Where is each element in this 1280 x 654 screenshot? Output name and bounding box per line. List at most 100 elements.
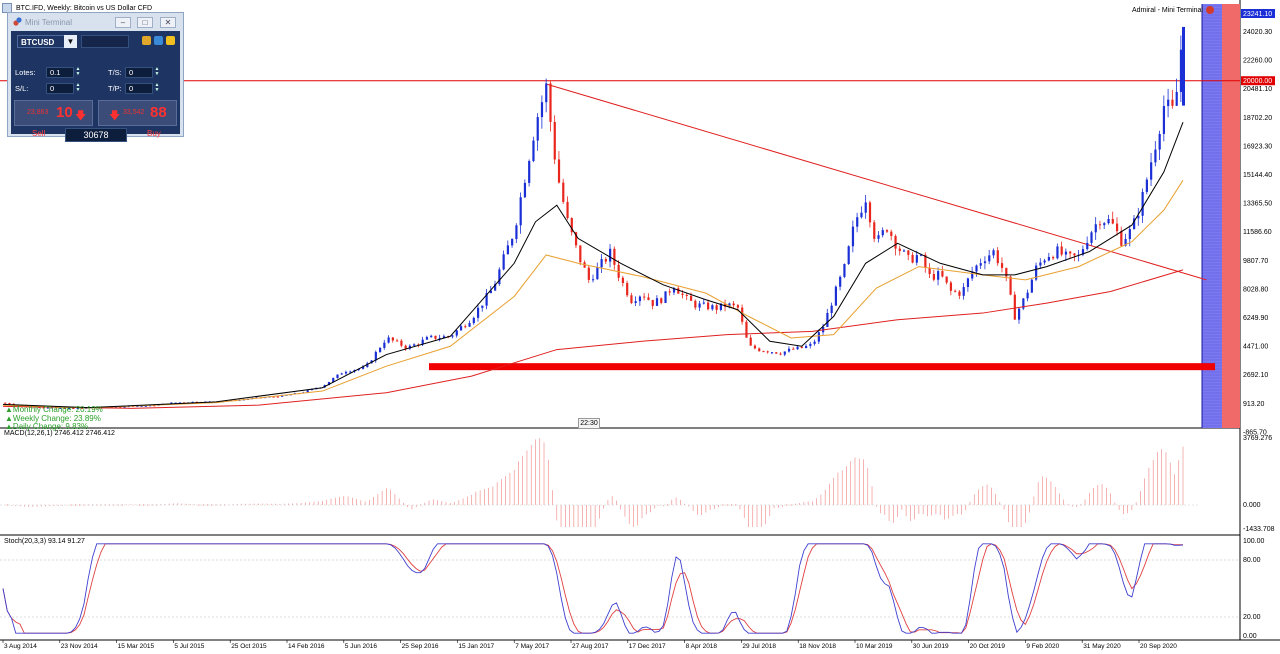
- candle-body: [826, 312, 829, 327]
- sell-price-button[interactable]: 23,863 10 🡇: [14, 100, 93, 126]
- support-zone: [428, 363, 1215, 371]
- future-band-red: [1222, 4, 1240, 428]
- candle-body: [85, 407, 88, 409]
- candle-body: [63, 407, 66, 409]
- candle-body: [327, 381, 331, 386]
- ts-input[interactable]: 0: [125, 67, 153, 78]
- candle-body: [843, 264, 846, 277]
- minimize-button[interactable]: –: [115, 17, 131, 28]
- macd-bar: [202, 504, 204, 506]
- sell-button[interactable]: Sell: [32, 129, 46, 138]
- macd-axis-label: 0.000: [1243, 502, 1261, 509]
- candle-body: [1179, 49, 1183, 92]
- price-axis-label: 16923.30: [1243, 143, 1272, 150]
- candle-body: [881, 230, 884, 236]
- candle-body: [792, 348, 795, 350]
- buy-price-button[interactable]: 🡇 33,542 88: [98, 100, 177, 126]
- tp-label: T/P:: [108, 84, 122, 93]
- candle-body: [549, 83, 552, 122]
- candle-body: [770, 352, 774, 354]
- chevron-down-icon[interactable]: ▼: [64, 35, 77, 48]
- gear-icon[interactable]: [154, 36, 163, 45]
- candle-body: [1030, 279, 1033, 293]
- lock-icon[interactable]: [142, 36, 151, 45]
- candle-body: [1107, 219, 1110, 224]
- close-button[interactable]: ✕: [160, 17, 176, 28]
- tp-stepper[interactable]: ▲ ▼: [154, 82, 160, 93]
- candle-body: [668, 291, 671, 293]
- candle-body: [336, 374, 339, 379]
- sma-black-line: [2, 122, 1184, 409]
- ts-stepper[interactable]: ▲ ▼: [154, 66, 160, 77]
- date-axis-label: 20 Oct 2019: [970, 643, 1006, 650]
- candle-body: [344, 371, 348, 374]
- plus-icon[interactable]: [166, 36, 175, 45]
- mini-terminal-titlebar[interactable]: Mini Terminal – □ ✕: [8, 13, 183, 31]
- sl-input[interactable]: 0: [46, 83, 74, 94]
- candle-body: [1124, 239, 1127, 246]
- macd-bar: [6, 504, 8, 506]
- candle-body: [46, 407, 49, 409]
- date-axis-label: 25 Oct 2015: [231, 643, 267, 650]
- symbol-select[interactable]: BTCUSD: [17, 35, 77, 48]
- candle-body: [1035, 265, 1038, 280]
- candle-body: [971, 271, 974, 279]
- candle-body: [809, 343, 812, 346]
- candle-body: [766, 351, 769, 353]
- ea-status-icon: [1206, 6, 1214, 14]
- candle-body: [481, 305, 484, 308]
- candle-body: [519, 197, 522, 226]
- date-axis-label: 5 Jun 2016: [345, 643, 378, 650]
- candle-body: [523, 182, 527, 198]
- stoch-label: Stoch(20,3,3) 93.14 91.27: [4, 538, 85, 545]
- time-tag: 22:30: [578, 418, 600, 429]
- macd-axis-label: -1433.708: [1243, 526, 1275, 533]
- sl-stepper[interactable]: ▲ ▼: [75, 82, 81, 93]
- candle-body: [144, 405, 147, 407]
- candle-body: [694, 300, 697, 308]
- candle-body: [724, 303, 727, 307]
- date-axis-label: 9 Feb 2020: [1026, 643, 1059, 650]
- tp-input[interactable]: 0: [125, 83, 153, 94]
- buy-button[interactable]: Buy: [147, 129, 161, 138]
- candle-body: [860, 212, 863, 218]
- candle-body: [890, 231, 893, 236]
- maximize-button[interactable]: □: [137, 17, 153, 28]
- candle-body: [1009, 276, 1012, 295]
- candle-body: [677, 288, 680, 294]
- candle-body: [915, 255, 918, 263]
- macd-bar: [211, 504, 213, 506]
- candle-body: [459, 326, 463, 331]
- candle-body: [817, 332, 820, 342]
- lots-label: Lotes:: [15, 68, 36, 77]
- macd-bar: [730, 504, 732, 506]
- line-price-tag: [1241, 76, 1275, 86]
- buy-price-big: 88: [150, 104, 167, 121]
- candle-body: [664, 291, 667, 303]
- volume-field[interactable]: 30678: [65, 128, 127, 142]
- mini-terminal[interactable]: Mini Terminal – □ ✕ BTCUSD ▼ Lotes: 0.1 …: [7, 12, 184, 142]
- candle-body: [1175, 91, 1178, 106]
- ea-name: Admiral - Mini Terminal: [1131, 6, 1203, 14]
- macd-bar: [722, 504, 724, 506]
- candle-body: [349, 371, 352, 373]
- candle-body: [485, 293, 488, 306]
- arrow-down-icon: 🡇: [109, 110, 121, 122]
- candle-body: [1103, 223, 1106, 226]
- candle-body: [340, 373, 343, 375]
- candle-body: [787, 348, 791, 352]
- terminal-logo-icon: [13, 17, 22, 26]
- lots-stepper[interactable]: ▲ ▼: [75, 66, 81, 77]
- candle-body: [775, 352, 778, 354]
- sma-red-line: [2, 269, 1184, 409]
- candle-body: [983, 261, 987, 264]
- candle-body: [153, 405, 156, 407]
- last-candle: [1182, 26, 1185, 106]
- mini-terminal-title: Mini Terminal: [25, 18, 72, 27]
- candle-body: [276, 396, 279, 398]
- date-axis-label: 5 Jul 2015: [174, 643, 204, 650]
- lots-input[interactable]: 0.1: [46, 67, 74, 78]
- candle-body: [1145, 179, 1148, 193]
